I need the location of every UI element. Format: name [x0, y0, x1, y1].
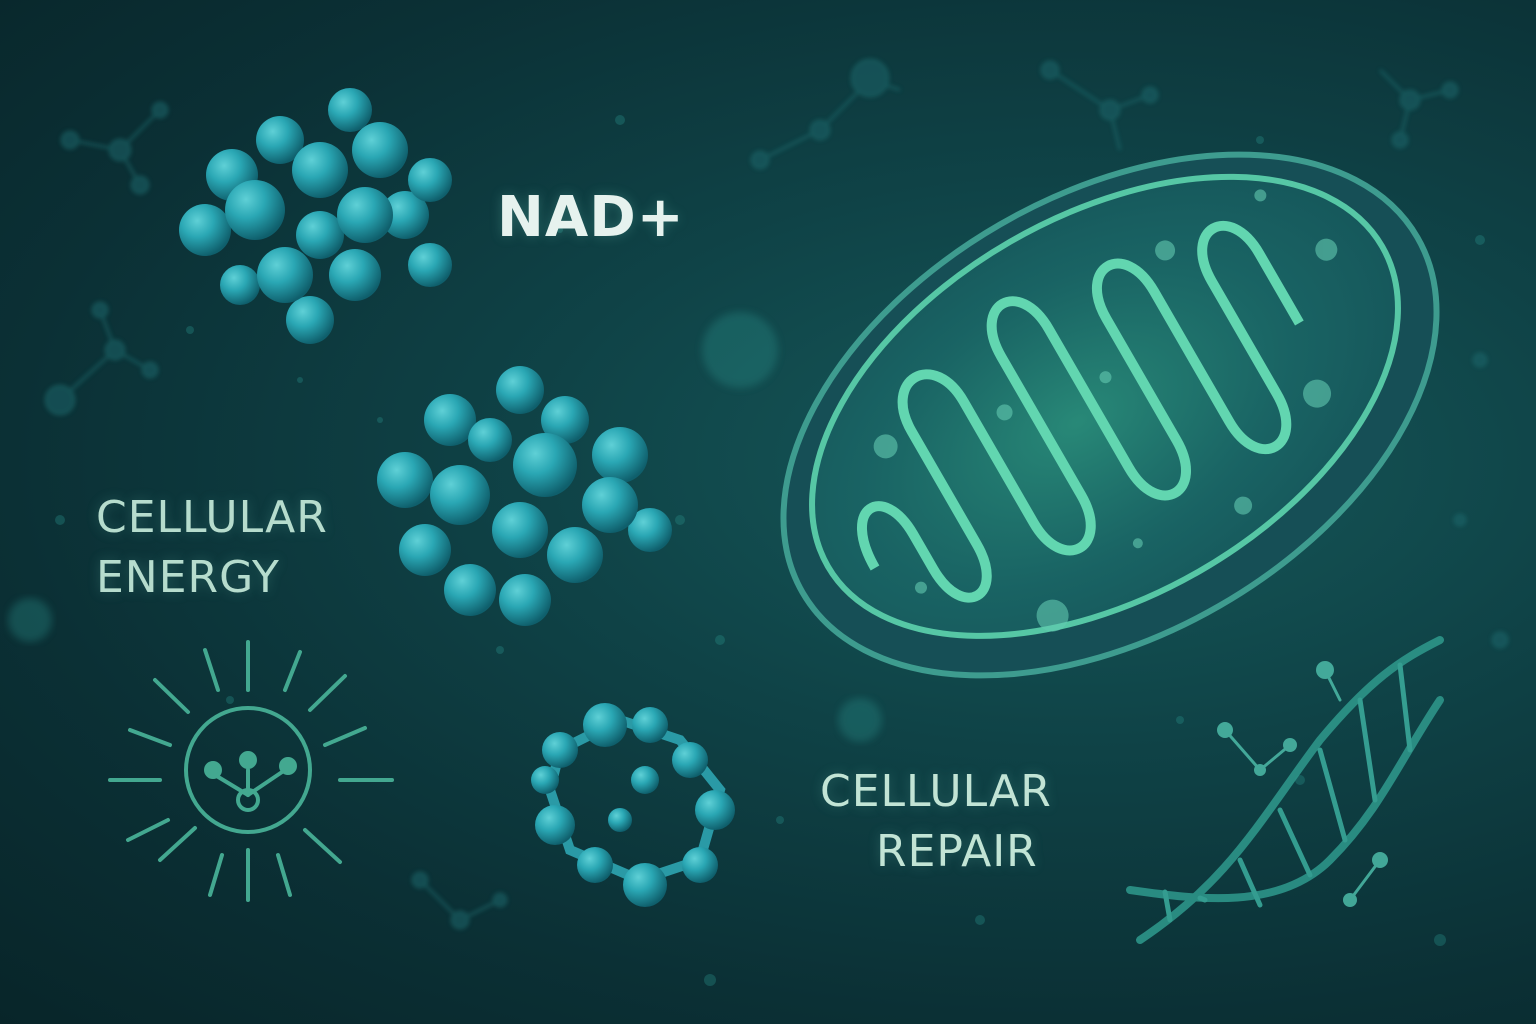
dna-helix [1126, 636, 1444, 944]
molecule-cluster-ring [531, 703, 735, 907]
molecule-cluster-top [179, 88, 452, 344]
mitochondrion [780, 151, 1440, 679]
background-bokeh [8, 115, 1485, 986]
cellular-repair-label-line1: CELLULAR [820, 766, 1052, 817]
cellular-energy-label-line1: CELLULAR [96, 492, 328, 543]
cellular-repair-label-line2: REPAIR [876, 826, 1038, 877]
molecule-cluster-middle [377, 366, 672, 626]
nad-title: NAD+ [497, 185, 685, 250]
energy-sun-icon [108, 640, 394, 902]
background-molecules [44, 58, 1509, 930]
cellular-energy-label-line2: ENERGY [96, 552, 280, 603]
